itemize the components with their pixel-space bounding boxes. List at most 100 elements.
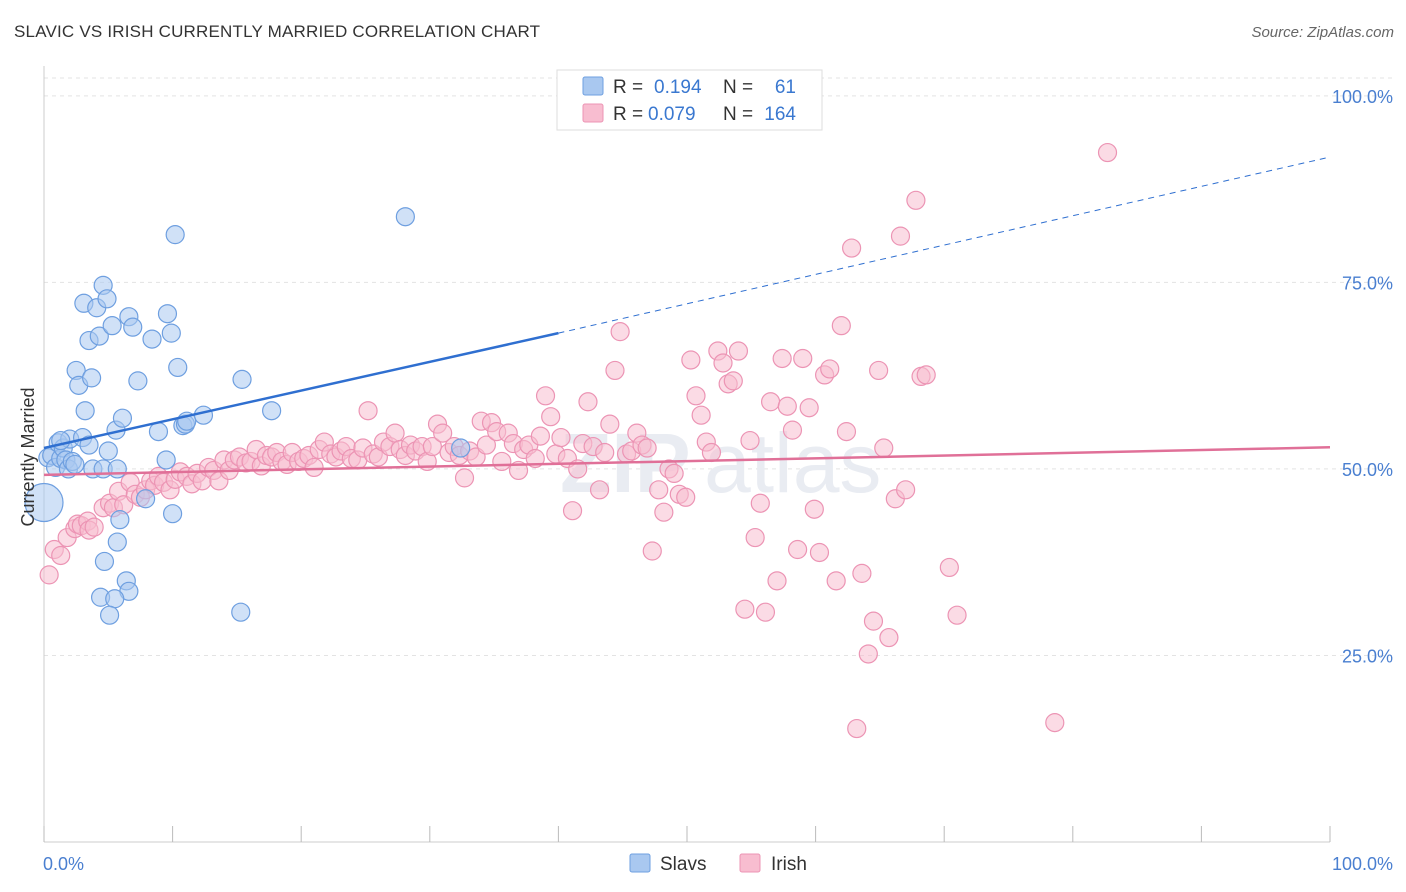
legend-swatch-irish	[739, 853, 761, 873]
slavs-point	[98, 441, 118, 461]
slavs-point	[165, 225, 185, 245]
irish-point	[589, 480, 610, 500]
y-tick-label-50: 50.0%	[1342, 460, 1393, 480]
irish-point	[39, 565, 59, 585]
irish-point	[863, 611, 884, 631]
y-tick-label-75: 75.0%	[1342, 273, 1393, 293]
irish-point	[793, 348, 813, 369]
slavs-point	[112, 408, 133, 428]
legend-label-slavs: Slavs	[660, 854, 706, 875]
irish-point	[852, 563, 872, 583]
irish-point	[831, 316, 851, 336]
legend-swatch-slavs	[629, 853, 651, 873]
irish-point	[476, 435, 496, 455]
irish-point	[804, 499, 824, 519]
stats-n-label-irish: N =	[723, 104, 753, 125]
irish-point	[701, 442, 722, 463]
slavs-point	[75, 401, 95, 421]
irish-point	[676, 487, 696, 507]
stats-n-value-slavs: 61	[775, 77, 796, 98]
irish-point	[740, 430, 760, 451]
irish-point	[664, 463, 684, 483]
irish-point	[947, 605, 967, 625]
irish-point	[358, 401, 378, 421]
slavs-point	[395, 207, 415, 227]
slavs-points	[24, 207, 471, 625]
stats-n-label-slavs: N =	[723, 77, 753, 98]
irish-point	[750, 493, 770, 513]
irish-point	[637, 438, 657, 458]
irish-point	[610, 322, 630, 342]
slavs-point	[451, 438, 471, 458]
y-tick-labels: 25.0% 50.0% 75.0% 100.0%	[1332, 87, 1393, 667]
y-axis-title: Currently Married	[18, 387, 38, 526]
slavs-point	[157, 304, 178, 324]
x-tick-label-max: 100.0%	[1332, 854, 1393, 874]
irish-point	[799, 398, 819, 418]
irish-point	[605, 360, 625, 381]
irish-point	[760, 392, 781, 412]
irish-point	[1045, 713, 1065, 733]
slavs-point	[232, 369, 252, 389]
irish-point	[422, 436, 442, 457]
stats-swatch-irish	[582, 103, 604, 123]
irish-point	[535, 386, 556, 406]
irish-point	[820, 359, 840, 379]
source-credit: Source: ZipAtlas.com	[1251, 24, 1394, 41]
slavs-point	[163, 504, 183, 524]
trend-lines	[43, 156, 1331, 477]
irish-point	[686, 386, 706, 406]
slavs-point	[97, 289, 117, 309]
irish-point	[836, 422, 857, 442]
slavs-point	[65, 454, 85, 475]
irish-point	[681, 350, 701, 370]
irish-point	[1097, 142, 1118, 163]
slavs-point	[142, 329, 162, 349]
slavs-point	[161, 323, 181, 343]
irish-point	[433, 423, 453, 443]
slavs-point	[231, 602, 251, 622]
irish-point	[728, 341, 749, 361]
slavs-point	[128, 371, 148, 391]
slavs-trend-extension	[558, 156, 1331, 334]
irish-point	[874, 438, 894, 458]
chart-title: SLAVIC VS IRISH CURRENTLY MARRIED CORREL…	[14, 22, 541, 41]
y-tick-label-100: 100.0%	[1332, 87, 1393, 107]
slavs-point	[262, 401, 282, 421]
slavs-point	[123, 317, 143, 337]
irish-point	[787, 539, 808, 560]
irish-point	[304, 457, 324, 478]
stats-box: R = 0.194 N = 61 R = 0.079 N = 164	[556, 69, 823, 131]
irish-point	[84, 517, 104, 537]
slavs-point	[156, 450, 176, 470]
slavs-point	[89, 326, 109, 346]
slavs-point	[102, 316, 122, 336]
irish-point	[755, 602, 776, 622]
slavs-point	[24, 482, 64, 523]
irish-point	[713, 353, 733, 373]
irish-point	[530, 426, 550, 446]
irish-point	[772, 348, 792, 369]
irish-points	[39, 142, 1118, 739]
irish-point	[777, 396, 797, 416]
slavs-point	[148, 422, 169, 442]
slavs-point	[81, 368, 102, 388]
slavs-trend-line	[43, 331, 559, 450]
irish-point	[906, 190, 926, 210]
y-tick-label-25: 25.0%	[1342, 646, 1393, 666]
irish-point	[642, 541, 662, 561]
irish-point	[767, 571, 787, 591]
irish-point	[782, 420, 803, 440]
stats-swatch-slavs	[582, 76, 604, 96]
slavs-point	[94, 551, 115, 572]
irish-point	[896, 480, 916, 500]
irish-point	[595, 442, 615, 463]
irish-point	[723, 371, 743, 391]
irish-point	[649, 480, 669, 500]
slavs-point	[168, 357, 188, 378]
stats-r-label-irish: R =	[613, 104, 643, 125]
irish-point	[858, 644, 878, 664]
irish-point	[826, 571, 846, 591]
irish-point	[385, 423, 405, 443]
slavs-point	[107, 532, 127, 552]
